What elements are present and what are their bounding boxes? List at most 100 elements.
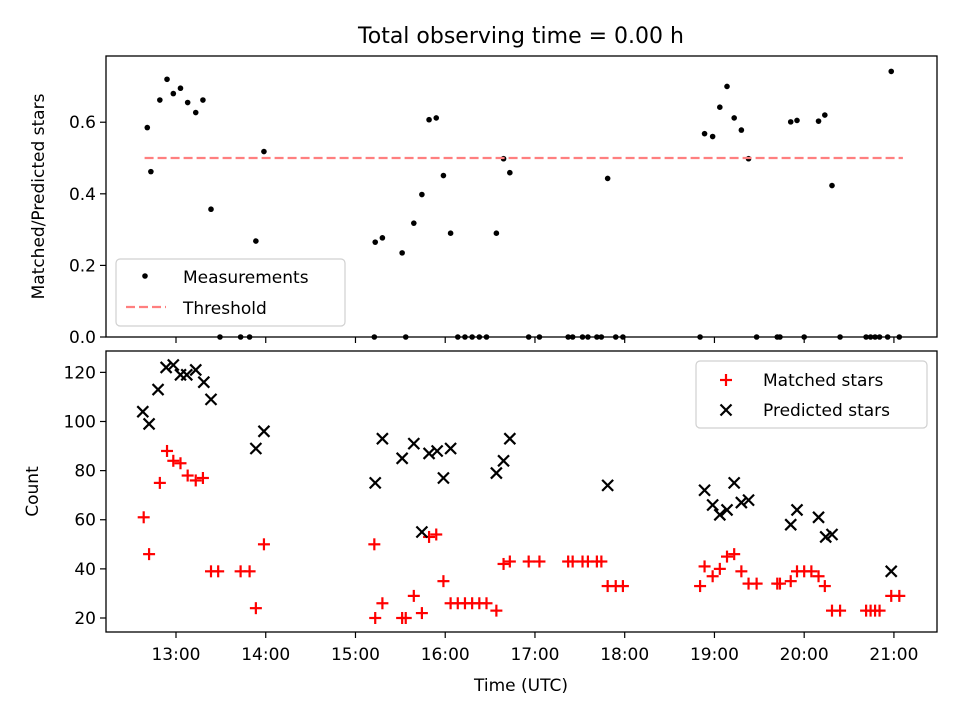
x-tick-label: 15:00 <box>331 645 380 665</box>
measurement-point <box>411 220 417 226</box>
measurement-point <box>888 68 895 75</box>
matched-star-point <box>437 575 450 588</box>
predicted-star-point <box>189 363 203 377</box>
legend-label-matched: Matched stars <box>763 371 883 391</box>
x-axis: 13:00 14:00 15:00 16:00 17:00 18:00 19:00 20:00… <box>151 645 918 665</box>
matched-star-point <box>713 562 726 575</box>
matched-star-point <box>533 555 546 568</box>
count-panel: 20 40 60 80 100 120 Count Matched stars Predicte… <box>23 350 938 638</box>
measurement-point <box>177 85 184 92</box>
predicted-star-point <box>742 493 755 507</box>
measurement-point <box>787 119 794 125</box>
predicted-star-point <box>825 528 839 541</box>
predicted-star-point <box>444 442 457 455</box>
predicted-star-point <box>180 368 194 382</box>
predicted-star-point <box>735 496 748 509</box>
predicted-star-point <box>720 503 734 517</box>
measurement-point <box>184 99 191 106</box>
matched-star-point <box>257 538 270 551</box>
matched-star-point <box>728 548 741 561</box>
matched-star-point <box>522 555 535 568</box>
x-tick-label: 13:00 <box>151 645 200 665</box>
predicted-star-point <box>204 393 218 406</box>
matched-star-point <box>430 528 443 541</box>
legend-box <box>695 360 928 429</box>
matched-star-point <box>818 580 831 593</box>
legend: Measurements Threshold <box>115 258 346 327</box>
y-axis-label: Count <box>23 466 43 517</box>
predicted-star-point <box>601 479 614 492</box>
y-tick-label: 40 <box>74 560 96 580</box>
y-tick-label: 120 <box>64 363 96 383</box>
matched-star-point <box>399 611 412 624</box>
measurement-point <box>724 83 730 90</box>
x-tick-label: 17:00 <box>510 645 559 665</box>
measurement-point <box>709 133 716 140</box>
measurement-point <box>604 175 611 182</box>
axes-frame <box>105 350 938 633</box>
matched-star-point <box>784 575 797 588</box>
x-tick-label: 21:00 <box>869 645 918 665</box>
measurement-point <box>164 76 170 83</box>
predicted-star-point <box>415 525 429 539</box>
predicted-star-point <box>167 358 180 372</box>
predicted-star-point <box>503 432 517 445</box>
y-tick-label: 0.2 <box>69 256 96 276</box>
measurement-point <box>148 168 154 175</box>
measurement-point <box>738 127 745 133</box>
measurement-point <box>701 130 708 137</box>
predicted-star-point <box>395 452 409 465</box>
matched-star-point <box>735 565 748 578</box>
measurement-point <box>731 115 737 121</box>
y-tick-label: 0.6 <box>69 113 96 133</box>
predicted-star-point <box>698 483 711 497</box>
predicted-star-point <box>142 417 156 431</box>
matched-star-point <box>423 530 436 543</box>
predicted-star-point <box>151 383 165 396</box>
matched-star-point <box>368 538 381 551</box>
x-tick-label: 18:00 <box>600 645 649 665</box>
predicted-star-point <box>257 425 271 438</box>
measurement-point <box>822 112 828 118</box>
measurement-point <box>253 238 259 244</box>
axes-frame <box>105 55 938 338</box>
matched-star-point <box>212 565 225 578</box>
measurement-point <box>144 124 151 131</box>
predicted-star-point <box>376 432 389 445</box>
matched-star-point <box>196 471 209 484</box>
x-tick-label: 20:00 <box>780 645 829 665</box>
y-tick-label: 100 <box>64 412 96 432</box>
y-tick-label: 20 <box>74 609 96 629</box>
y-axis-label: Matched/Predicted stars <box>29 93 49 299</box>
legend-marker-predicted <box>719 403 733 417</box>
legend-marker-measurements <box>142 273 148 279</box>
matched-star-point <box>167 454 180 467</box>
measurement-point <box>208 206 214 213</box>
matched-star-point <box>174 457 187 470</box>
matched-star-point <box>773 577 786 590</box>
measurement-point <box>399 250 405 256</box>
predicted-star-point <box>249 442 263 455</box>
matched-star-point <box>694 580 707 593</box>
measurement-point <box>157 97 163 103</box>
matched-star-point <box>189 474 202 487</box>
predicted-star-point <box>884 565 898 578</box>
legend-label-measurements: Measurements <box>183 268 309 288</box>
matched-star-point <box>369 611 382 624</box>
matched-star-point <box>893 589 906 602</box>
matched-star-point <box>490 604 503 617</box>
measurement-point <box>261 148 267 155</box>
matched-star-point <box>834 604 847 617</box>
measurement-point <box>379 235 386 241</box>
x-tick-label: 16:00 <box>421 645 470 665</box>
matched-star-point <box>750 577 763 590</box>
y-tick-label: 0.0 <box>69 328 96 348</box>
predicted-star-point <box>790 503 804 517</box>
measurement-point <box>192 109 199 116</box>
matched-star-point <box>812 570 825 583</box>
measurement-point <box>507 169 513 176</box>
y-tick-label: 60 <box>74 511 96 531</box>
matched-star-point <box>721 550 734 563</box>
measurement-point <box>717 104 723 110</box>
predicted-star-point <box>713 508 727 522</box>
